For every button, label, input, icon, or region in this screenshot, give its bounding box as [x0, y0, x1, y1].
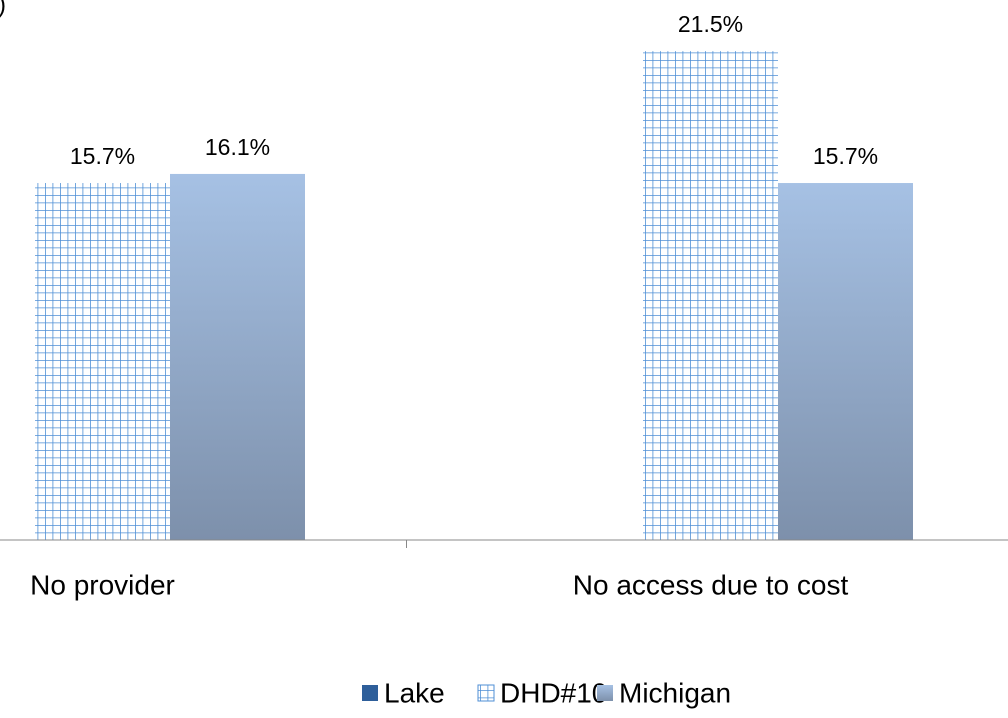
data-label: 16.1% — [205, 134, 270, 160]
bar — [35, 183, 170, 540]
bar — [170, 173, 305, 541]
legend-swatch — [597, 685, 613, 701]
legend-swatch — [362, 685, 378, 701]
x-tick-label: No provider — [30, 569, 175, 600]
x-tick-label: No access due to cost — [573, 569, 849, 600]
legend-label: Michigan — [619, 677, 731, 708]
chart-title: ) — [0, 0, 6, 18]
data-label: 15.7% — [70, 143, 135, 169]
bar — [643, 51, 778, 540]
bar — [778, 183, 913, 540]
data-label: 15.7% — [813, 143, 878, 169]
legend-label: DHD#10 — [500, 677, 607, 708]
data-label: 21.5% — [678, 11, 743, 37]
legend-swatch — [477, 684, 495, 702]
legend-label: Lake — [384, 677, 445, 708]
